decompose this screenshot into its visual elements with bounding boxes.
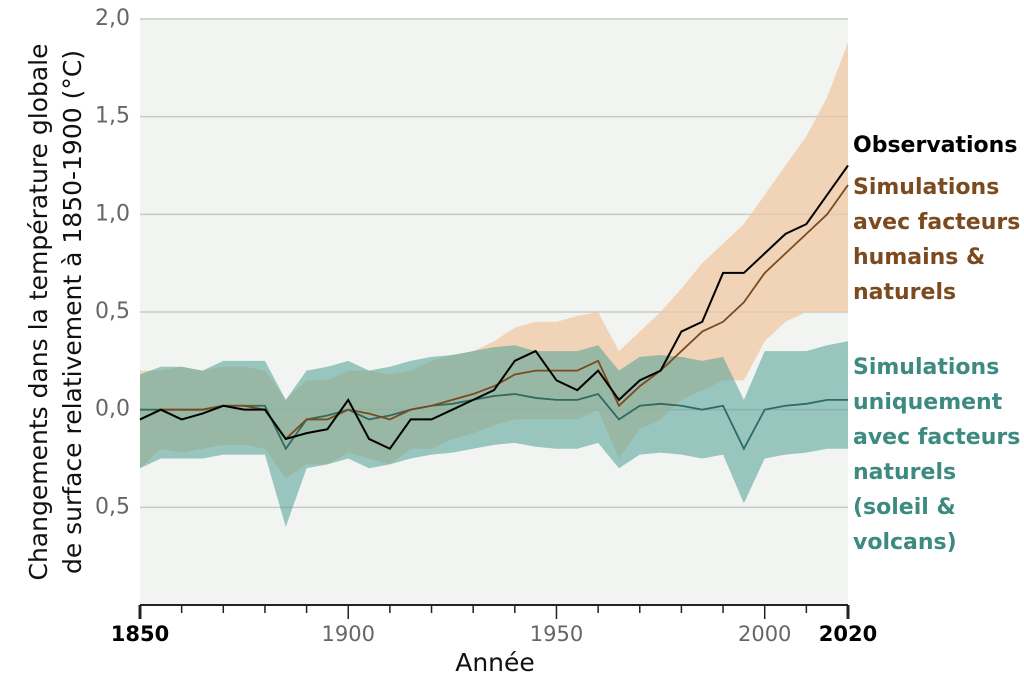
band [140, 341, 848, 527]
x-tick-label: 2000 [738, 622, 791, 646]
legend-entry: Simulations uniquement avec facteurs nat… [853, 355, 1021, 555]
series-line [139, 164, 849, 450]
x-axis-label: Année [455, 648, 535, 677]
x-tick-label: 1950 [530, 622, 583, 646]
y-tick-label: 0,5 [95, 299, 130, 324]
y-tick-label: 2,0 [95, 6, 130, 31]
series-line [140, 393, 848, 451]
series-line [139, 184, 849, 441]
y-tick-label: 1,5 [95, 104, 130, 129]
y-tick-label: 0,0 [95, 397, 130, 422]
legend-entry: Observations [853, 133, 1018, 158]
y-tick-label: 0,5 [95, 494, 130, 519]
plot [139, 18, 849, 527]
y-axis-label: Changements dans la température globale [24, 44, 53, 581]
legend-entry: Simulations avec facteurs humains & natu… [853, 175, 1021, 305]
y-tick-label: 1,0 [95, 201, 130, 226]
x-tick-label: 1900 [322, 622, 375, 646]
x-tick-label: 1850 [111, 622, 169, 646]
y-axis-label: de surface relativement à 1850-1900 (°C) [58, 50, 87, 574]
x-tick-label: 2020 [819, 622, 877, 646]
